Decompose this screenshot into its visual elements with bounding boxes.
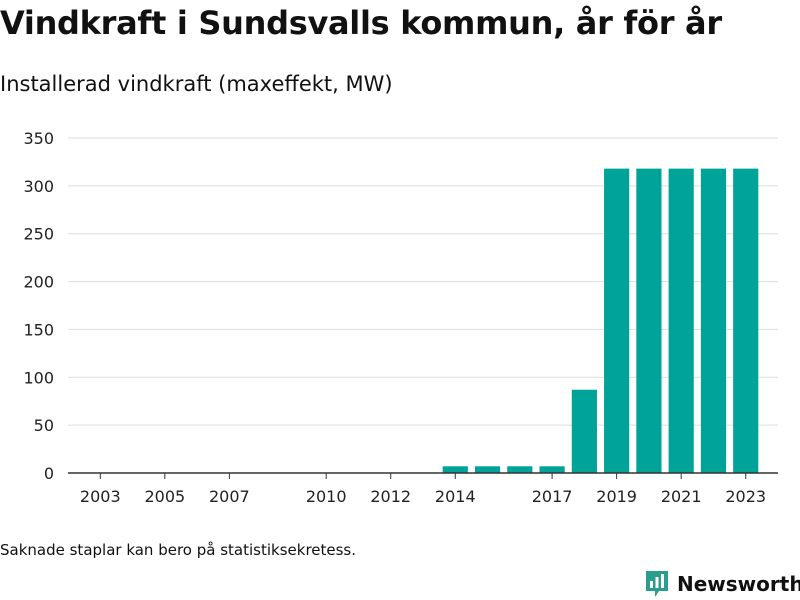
bar [507, 466, 533, 473]
newsworthy-logo-text: Newsworthy [677, 572, 800, 596]
bar [604, 168, 630, 473]
x-tick-label: 2012 [370, 487, 411, 506]
y-tick-label: 300 [23, 177, 54, 196]
x-tick-label: 2019 [596, 487, 637, 506]
bar [700, 168, 727, 473]
newsworthy-logo[interactable]: Newsworthy [644, 569, 800, 599]
bar-chart: 0 50 100 150 200 250 300 350 2003 2005 2007 2010 201… [23, 129, 778, 506]
x-tick-label: 2003 [80, 487, 121, 506]
y-tick-label: 350 [23, 129, 54, 148]
bar [668, 168, 694, 473]
x-tick-label: 2014 [435, 487, 476, 506]
chart-subtitle: Installerad vindkraft (maxeffekt, MW) [0, 72, 393, 96]
bar [474, 466, 501, 473]
y-tick-label: 250 [23, 225, 54, 244]
bar [733, 168, 759, 473]
y-tick-label: 0 [44, 464, 54, 483]
x-tick-label: 2005 [144, 487, 185, 506]
x-tick-label: 2017 [532, 487, 573, 506]
y-tick-label: 200 [23, 273, 54, 292]
chart-title: Vindkraft i Sundsvalls kommun, år för år [0, 4, 722, 42]
y-tick-label: 150 [23, 320, 54, 339]
bar [539, 466, 565, 473]
newsworthy-logo-icon [646, 571, 668, 597]
x-tick-label: 2021 [661, 487, 702, 506]
bar [571, 389, 597, 473]
bar [442, 466, 468, 473]
y-tick-label: 100 [23, 368, 54, 387]
x-tick-label: 2023 [725, 487, 766, 506]
footnote: Saknade staplar kan bero på statistiksek… [0, 541, 357, 559]
x-tick-label: 2010 [306, 487, 347, 506]
y-tick-label: 50 [34, 416, 54, 435]
x-tick-label: 2007 [209, 487, 250, 506]
bar [636, 168, 662, 473]
